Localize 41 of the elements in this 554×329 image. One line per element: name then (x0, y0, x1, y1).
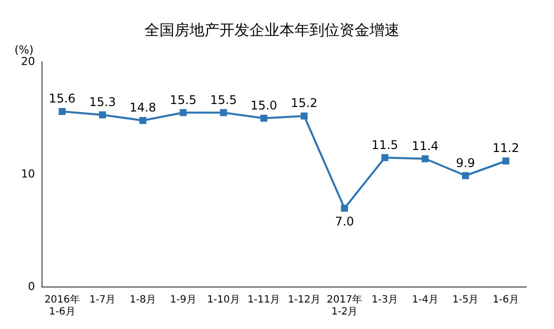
x-tick-label: 1-3月 (372, 294, 398, 306)
point (300, 112, 308, 120)
point (220, 109, 227, 116)
data-label: 14.8 (129, 100, 156, 115)
data-label: 15.3 (89, 95, 116, 109)
y-tick-label: 20 (20, 54, 35, 68)
data-label: 11.4 (412, 138, 439, 153)
point (99, 111, 106, 118)
data-label: 15.0 (250, 98, 278, 112)
y-tick-label: 0 (28, 280, 35, 293)
y-tick-label: 10 (20, 167, 35, 180)
point (139, 117, 146, 124)
point (502, 158, 510, 164)
data-label: 15.5 (170, 92, 197, 107)
data-label: 11.5 (371, 138, 398, 152)
y-axis-title: (%) (14, 43, 34, 56)
x-tick-label: 1-10月 (207, 294, 240, 306)
point (381, 154, 388, 162)
point (180, 109, 187, 116)
data-label: 15.5 (210, 92, 237, 107)
chart-title: 全国房地产开发企业本年到位资金增速 (144, 20, 400, 39)
data-label: 7.0 (334, 214, 354, 228)
x-tick-label: 1-4月 (412, 294, 438, 306)
data-label: 15.2 (290, 96, 318, 110)
x-tick-label: 1-11月 (247, 294, 280, 306)
x-tick-label: 1-7月 (89, 294, 116, 306)
point (260, 114, 268, 122)
x-tick-label: 1-12月 (288, 294, 321, 306)
x-tick-label: 1-5月 (452, 294, 479, 306)
point (58, 108, 66, 115)
point (462, 172, 469, 180)
point (341, 204, 348, 212)
data-label: 11.2 (492, 141, 520, 156)
point (422, 155, 429, 162)
x-tick-label: 1-8月 (130, 294, 156, 306)
x-tick-label: 2016年 1-6月 (44, 294, 80, 318)
x-tick-label: 2017年 1-2月 (326, 294, 362, 318)
x-tick-label: 1-9月 (170, 294, 196, 306)
data-label: 15.6 (48, 92, 76, 106)
data-label: 9.9 (456, 156, 476, 170)
x-tick-label: 1-6月 (492, 294, 520, 306)
